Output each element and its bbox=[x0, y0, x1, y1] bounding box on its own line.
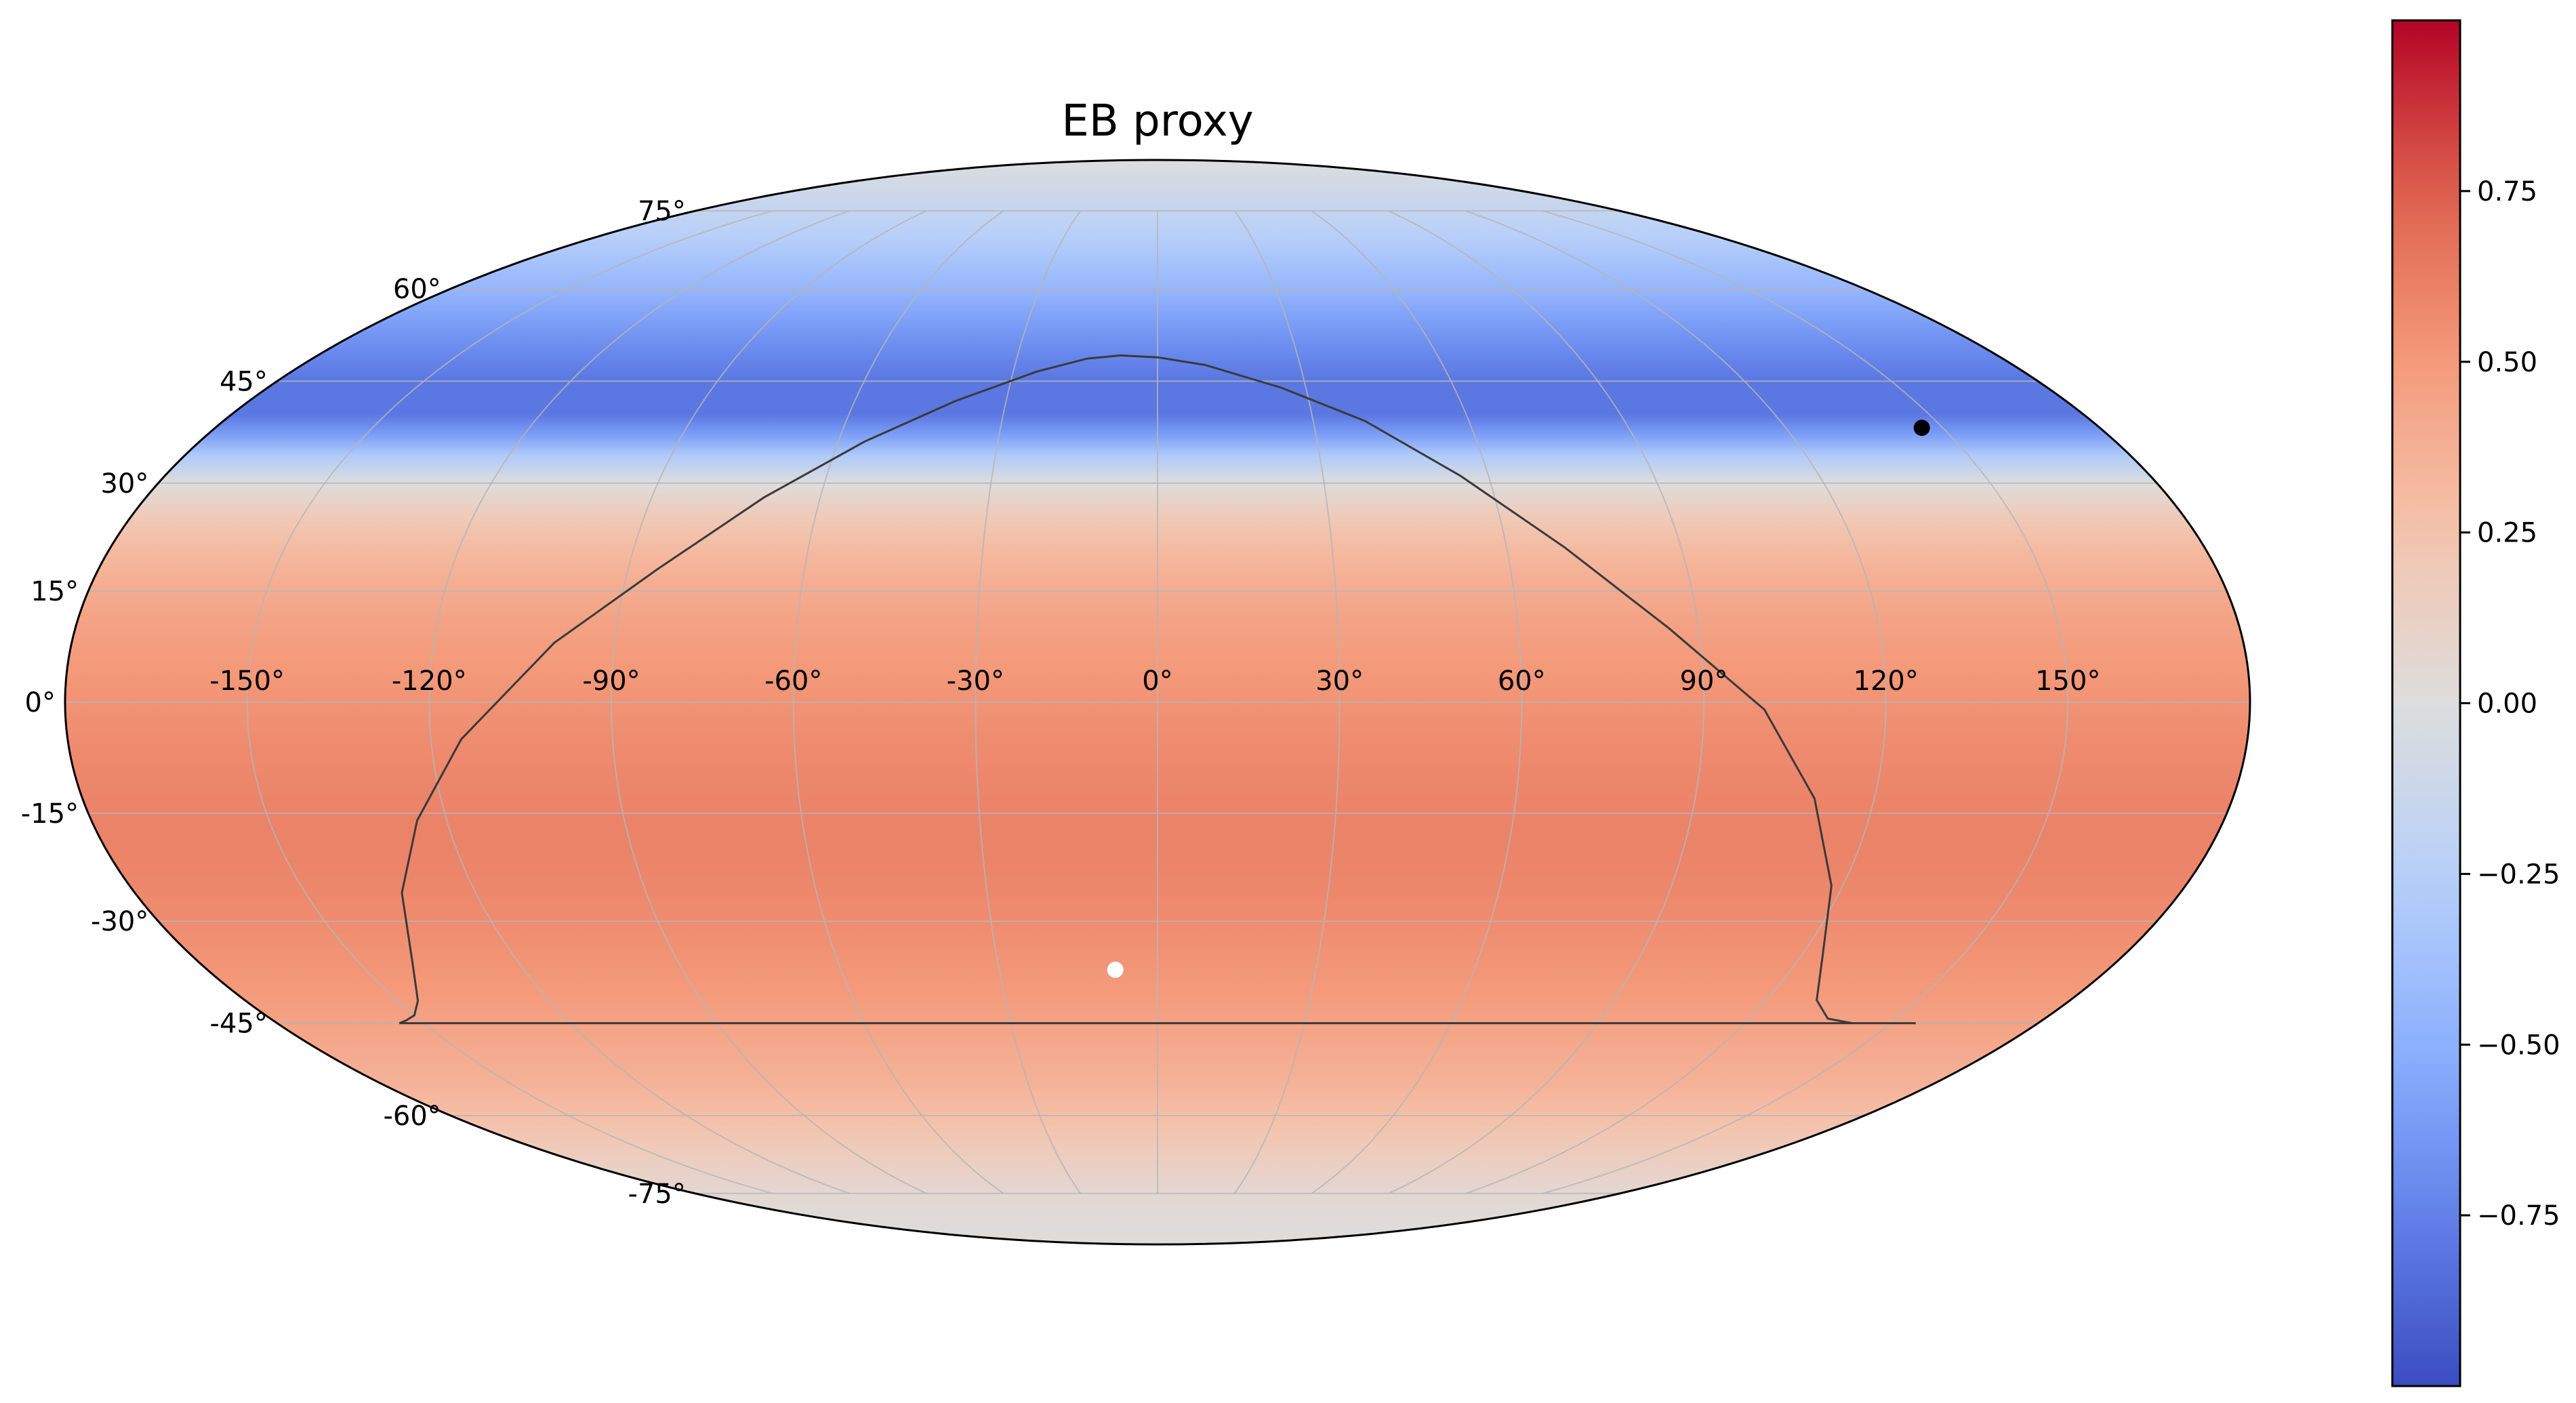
point-marker bbox=[1913, 420, 1930, 436]
colorbar-tick-label: −0.50 bbox=[2477, 1030, 2560, 1061]
chart-title: EB proxy bbox=[1061, 96, 1253, 146]
map: -150° -120° -90° -60° -30° 0° 30° 60° 90° 120° 150… bbox=[21, 159, 2251, 1246]
longitude-tick-label: 90° bbox=[1680, 666, 1728, 697]
longitude-tick-label: -120° bbox=[392, 666, 467, 697]
colorbar-tick-label: 0.00 bbox=[2477, 689, 2537, 720]
latitude-tick-label: -45° bbox=[210, 1009, 268, 1040]
boundary-curve bbox=[398, 354, 1916, 1025]
longitude-tick-label: 0° bbox=[1142, 666, 1172, 697]
latitude-tick-label: 30° bbox=[100, 468, 148, 500]
latitude-tick-label: 15° bbox=[30, 576, 79, 607]
latitude-tick-label: 0° bbox=[25, 687, 56, 718]
colorbar-tick-label: 0.50 bbox=[2477, 347, 2537, 378]
latitude-tick-label: -60° bbox=[383, 1101, 441, 1132]
longitude-tick-label: 150° bbox=[2035, 666, 2100, 697]
map-outline bbox=[64, 159, 2251, 1246]
latitude-tick-label: -30° bbox=[91, 906, 148, 937]
markers bbox=[1107, 420, 1930, 978]
longitude-tick-label: -150° bbox=[209, 666, 285, 697]
longitude-tick-label: 120° bbox=[1854, 666, 1919, 697]
colorbar-tick-label: −0.25 bbox=[2477, 859, 2560, 890]
colorbar-tick-label: −0.75 bbox=[2477, 1200, 2560, 1232]
latitude-tick-label: 60° bbox=[393, 274, 441, 305]
longitude-tick-label: -60° bbox=[764, 666, 822, 697]
latitude-tick-label: 45° bbox=[220, 366, 268, 397]
longitude-tick-label: -90° bbox=[582, 666, 640, 697]
longitude-tick-label: 30° bbox=[1315, 666, 1364, 697]
longitude-tick-labels: -150° -120° -90° -60° -30° 0° 30° 60° 90° 120° 150… bbox=[209, 666, 2100, 697]
graticule bbox=[65, 210, 2250, 1194]
latitude-tick-labels: -75° -60° -45° -30° -15° 0° 15° 30° 45° 60° 75° bbox=[21, 196, 686, 1210]
colorbar-ticks: −0.75 −0.50 −0.25 0.00 0.25 0.50 0.75 bbox=[2460, 176, 2560, 1232]
longitude-tick-label: -30° bbox=[947, 666, 1004, 697]
latitude-tick-label: -15° bbox=[21, 798, 79, 830]
colorbar-bar bbox=[2391, 19, 2461, 1387]
colorbar: −0.75 −0.50 −0.25 0.00 0.25 0.50 0.75 bbox=[2391, 19, 2560, 1387]
point-marker bbox=[1107, 961, 1124, 978]
latitude-tick-label: 75° bbox=[638, 196, 686, 227]
colorbar-tick-label: 0.25 bbox=[2477, 518, 2537, 549]
latitude-tick-label: -75° bbox=[628, 1179, 686, 1210]
longitude-tick-label: 60° bbox=[1498, 666, 1546, 697]
colorbar-tick-label: 0.75 bbox=[2477, 176, 2537, 207]
